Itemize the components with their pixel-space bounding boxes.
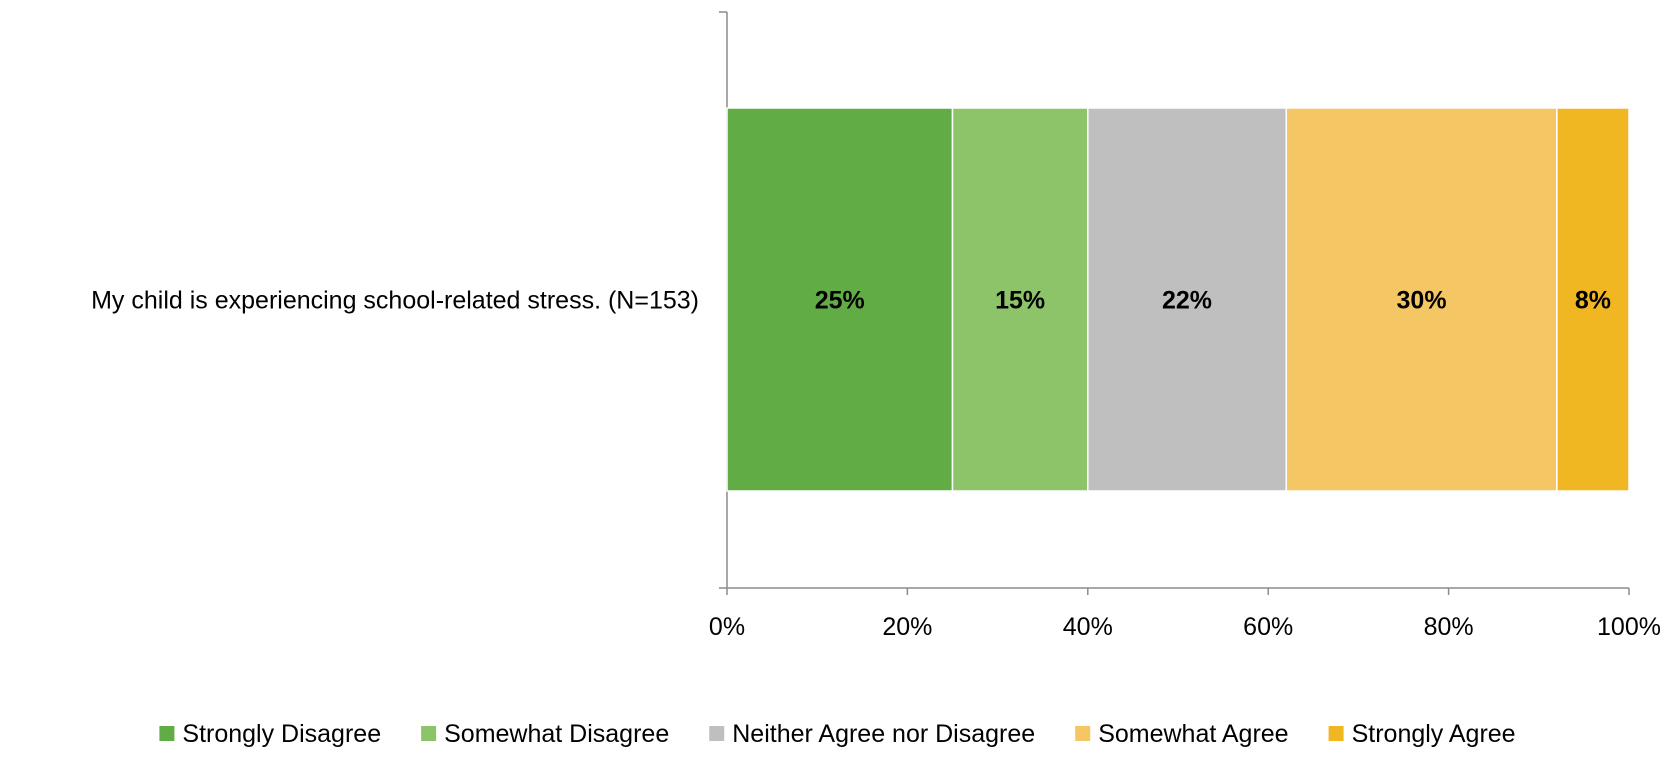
data-label: 15% bbox=[995, 287, 1045, 315]
category-label: My child is experiencing school-related … bbox=[91, 287, 699, 315]
legend-label: Strongly Agree bbox=[1352, 720, 1516, 748]
bar-segment bbox=[951, 107, 1089, 492]
legend-label: Neither Agree nor Disagree bbox=[732, 720, 1035, 748]
legend-item: Somewhat Disagree bbox=[421, 720, 669, 748]
x-tick-label: 100% bbox=[1597, 613, 1661, 641]
legend-swatch bbox=[421, 726, 437, 741]
x-tick-label: 80% bbox=[1424, 613, 1474, 641]
legend-swatch bbox=[1075, 726, 1091, 741]
x-tick-label: 20% bbox=[882, 613, 932, 641]
legend-item: Somewhat Agree bbox=[1075, 720, 1289, 748]
x-tick-label: 40% bbox=[1063, 613, 1113, 641]
legend-swatch bbox=[159, 726, 175, 741]
bar-segment bbox=[726, 107, 954, 492]
legend-item: Strongly Agree bbox=[1328, 720, 1516, 748]
data-label: 30% bbox=[1397, 287, 1447, 315]
x-tick-label: 60% bbox=[1243, 613, 1293, 641]
bar-segment bbox=[1285, 107, 1558, 492]
legend-item: Neither Agree nor Disagree bbox=[709, 720, 1035, 748]
data-label: 8% bbox=[1575, 287, 1611, 315]
legend-label: Strongly Disagree bbox=[182, 720, 381, 748]
data-label: 25% bbox=[815, 287, 865, 315]
legend-swatch bbox=[709, 726, 725, 741]
data-label: 22% bbox=[1162, 287, 1212, 315]
legend-label: Somewhat Agree bbox=[1098, 720, 1288, 748]
bar-segment bbox=[1087, 107, 1287, 492]
legend-label: Somewhat Disagree bbox=[444, 720, 669, 748]
legend-swatch bbox=[1328, 726, 1344, 741]
legend-item: Strongly Disagree bbox=[159, 720, 381, 748]
bar-segment bbox=[1556, 107, 1630, 492]
x-tick-label: 0% bbox=[709, 613, 745, 641]
